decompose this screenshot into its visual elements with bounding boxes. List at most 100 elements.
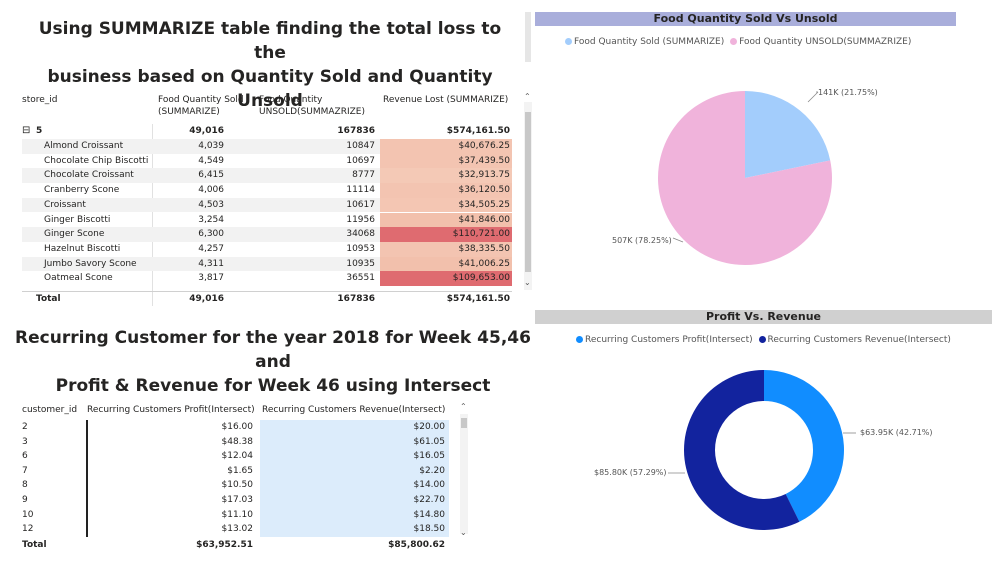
- col-header-unsold[interactable]: Food Quantity UNSOLD(SUMMAZRIZE): [259, 94, 365, 118]
- row-sold: 4,311: [198, 258, 224, 269]
- customer-id: 8: [22, 480, 28, 491]
- customer-id: 3: [22, 436, 28, 447]
- row-name: Hazelnut Biscotti: [44, 243, 121, 254]
- col-header-revenue[interactable]: Recurring Customers Revenue(Intersect): [262, 405, 446, 415]
- table-row[interactable]: Cranberry Scone 4,006 11114 $36,120.50: [22, 183, 512, 198]
- group-label: 5: [36, 126, 43, 136]
- pie-slice-unsold[interactable]: [658, 91, 832, 265]
- pie-leader-unsold: [672, 237, 684, 243]
- customer-id: 12: [22, 524, 34, 535]
- col-header-sold[interactable]: Food Quantity Sold (SUMMARIZE): [158, 94, 244, 118]
- customer-profit: $11.10: [221, 509, 254, 520]
- row-revenue-lost: $37,439.50: [380, 153, 512, 169]
- customer-revenue: $61.05: [413, 436, 446, 447]
- group-revenue-lost: $574,161.50: [446, 126, 510, 136]
- customer-revenue: $16.05: [413, 451, 446, 462]
- legend-item-unsold[interactable]: Food Quantity UNSOLD(SUMMAZRIZE): [730, 37, 911, 47]
- group-row[interactable]: ⊟ 5 49,016 167836 $574,161.50: [22, 124, 512, 139]
- row-revenue-lost: $40,676.25: [380, 139, 512, 154]
- col-header-customer-id[interactable]: customer_id: [22, 405, 78, 415]
- customer-row[interactable]: 9 $17.03 $22.70: [22, 493, 452, 508]
- pie-slice-sold[interactable]: [745, 91, 831, 178]
- intersect-heading-line1: Recurring Customer for the year 2018 for…: [15, 328, 531, 372]
- customer-row[interactable]: 2 $16.00 $20.00: [22, 420, 452, 435]
- customer-table: customer_id Recurring Customers Profit(I…: [22, 398, 482, 558]
- row-name: Oatmeal Scone: [44, 273, 113, 284]
- legend-item-revenue[interactable]: Recurring Customers Revenue(Intersect): [758, 335, 951, 345]
- customer-id: 9: [22, 495, 28, 505]
- customer-scroll-up-icon[interactable]: ⌃: [460, 402, 467, 411]
- total-row: Total 49,016 167836 $574,161.50: [22, 291, 512, 307]
- panel-divider: [525, 12, 531, 62]
- row-unsold: 36551: [346, 273, 375, 284]
- customer-row[interactable]: 6 $12.04 $16.05: [22, 449, 452, 464]
- intersect-heading: Recurring Customer for the year 2018 for…: [14, 326, 532, 398]
- customer-profit: $16.00: [221, 422, 254, 432]
- row-unsold: 10697: [346, 155, 375, 166]
- customer-revenue: $2.20: [419, 465, 445, 476]
- legend-item-profit[interactable]: Recurring Customers Profit(Intersect): [576, 335, 753, 345]
- row-revenue-lost: $41,846.00: [380, 212, 512, 228]
- donut-chart-title: Profit Vs. Revenue: [705, 310, 822, 323]
- customer-id: 7: [22, 465, 28, 476]
- customer-revenue: $22.70: [413, 495, 446, 505]
- customer-total-row: Total $63,952.51 $85,800.62: [22, 538, 452, 553]
- customer-scrollbar[interactable]: [460, 414, 468, 534]
- row-unsold: 8777: [352, 170, 375, 181]
- customer-profit: $12.04: [221, 451, 254, 462]
- donut-label-profit: $63.95K (42.71%): [860, 428, 933, 437]
- donut-chart: [668, 370, 856, 530]
- row-unsold: 11114: [346, 185, 375, 196]
- donut-slice-revenue[interactable]: [684, 370, 800, 530]
- row-sold: 6,415: [198, 170, 224, 181]
- total-label: Total: [36, 294, 61, 304]
- table-row[interactable]: Chocolate Chip Biscotti 4,549 10697 $37,439…: [22, 153, 512, 169]
- customer-id: 6: [22, 451, 28, 462]
- col-header-revenue-lost[interactable]: Revenue Lost (SUMMARIZE): [383, 95, 509, 105]
- customer-row[interactable]: 10 $11.10 $14.80: [22, 508, 452, 523]
- total-unsold: 167836: [337, 294, 375, 304]
- legend-item-sold[interactable]: Food Quantity Sold (SUMMARIZE): [565, 37, 724, 47]
- col-header-sold-line2: (SUMMARIZE): [158, 107, 220, 117]
- customer-scroll-down-icon[interactable]: ⌄: [460, 528, 467, 537]
- table-row[interactable]: Ginger Scone 6,300 34068 $110,721.00: [22, 227, 512, 242]
- customer-row[interactable]: 12 $13.02 $18.50: [22, 522, 452, 537]
- pie-legend: Food Quantity Sold (SUMMARIZE) Food Quan…: [565, 37, 911, 47]
- expand-collapse-icon[interactable]: ⊟: [22, 125, 31, 136]
- summarize-heading-line2: business based on Quantity Sold and Quan…: [47, 67, 493, 111]
- table-row[interactable]: Jumbo Savory Scone 4,311 10935 $41,006.25: [22, 256, 512, 272]
- table-row[interactable]: Hazelnut Biscotti 4,257 10953 $38,335.50: [22, 241, 512, 257]
- col-header-unsold-line2: UNSOLD(SUMMAZRIZE): [259, 107, 365, 117]
- row-name: Chocolate Croissant: [44, 170, 134, 181]
- row-name: Ginger Scone: [44, 229, 105, 240]
- row-name: Almond Croissant: [44, 141, 124, 151]
- donut-chart-title-bar: [535, 310, 992, 324]
- table-row[interactable]: Almond Croissant 4,039 10847 $40,676.25: [22, 139, 512, 154]
- table-row[interactable]: Croissant 4,503 10617 $34,505.25: [22, 197, 512, 213]
- row-revenue-lost: $109,653.00: [380, 271, 512, 286]
- table-row[interactable]: Ginger Biscotti 3,254 11956 $41,846.00: [22, 212, 512, 228]
- scroll-down-icon[interactable]: ⌄: [524, 278, 531, 287]
- customer-profit: $10.50: [221, 480, 254, 491]
- table-row[interactable]: Oatmeal Scone 3,817 36551 $109,653.00: [22, 271, 512, 286]
- row-sold: 4,549: [198, 155, 224, 166]
- customer-total-label: Total: [22, 540, 47, 550]
- row-unsold: 34068: [346, 229, 375, 240]
- customer-row[interactable]: 3 $48.38 $61.05: [22, 435, 452, 450]
- row-unsold: 10617: [346, 199, 375, 210]
- customer-revenue: $14.80: [413, 509, 446, 520]
- col-header-sold-line1: Food Quantity Sold: [158, 95, 244, 105]
- customer-profit: $17.03: [221, 495, 254, 505]
- col-header-store-id[interactable]: store_id: [22, 95, 58, 105]
- col-header-profit[interactable]: Recurring Customers Profit(Intersect): [87, 405, 255, 415]
- table-row[interactable]: Chocolate Croissant 6,415 8777 $32,913.75: [22, 168, 512, 184]
- customer-row[interactable]: 7 $1.65 $2.20: [22, 464, 452, 479]
- donut-slice-profit[interactable]: [764, 370, 844, 522]
- intersect-heading-line2: Profit & Revenue for Week 46 using Inter…: [55, 376, 491, 396]
- summarize-scroll-thumb[interactable]: [525, 112, 531, 272]
- legend-label-revenue: Recurring Customers Revenue(Intersect): [767, 335, 951, 345]
- scroll-up-icon[interactable]: ⌃: [524, 92, 531, 101]
- customer-scroll-thumb[interactable]: [461, 418, 467, 428]
- row-name: Cranberry Scone: [44, 185, 120, 196]
- customer-row[interactable]: 8 $10.50 $14.00: [22, 478, 452, 493]
